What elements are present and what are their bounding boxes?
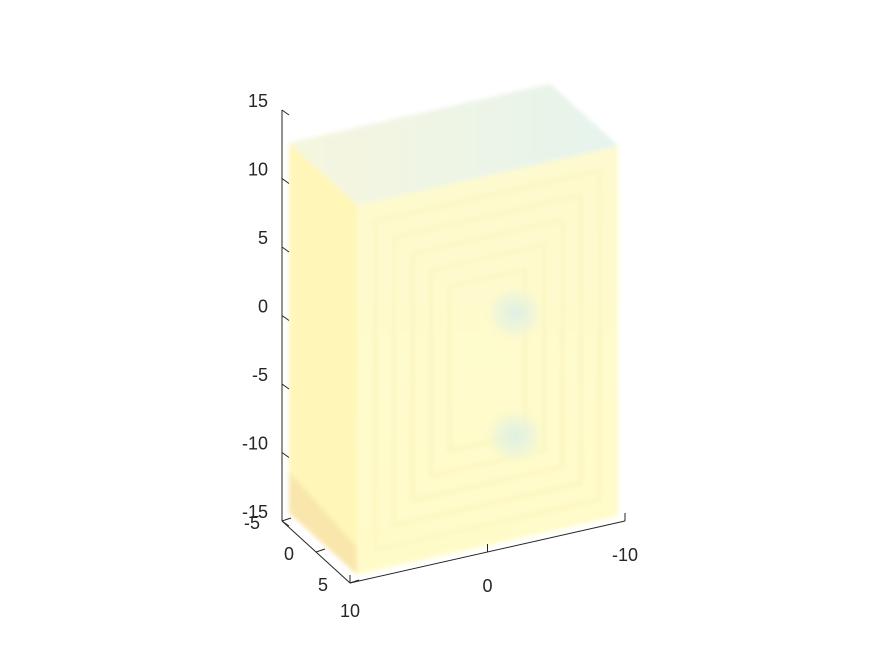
- y-tick-0-mark: [281, 517, 292, 522]
- lower-blob: [483, 406, 547, 467]
- upper-blob: [483, 282, 547, 343]
- z-tick-2-label: -5: [252, 365, 268, 385]
- contour-1: [373, 168, 602, 552]
- z-tick-0-label: -15: [242, 502, 268, 522]
- z-tick-6-label: 15: [248, 91, 268, 111]
- y-ticks: -5 0 5: [244, 513, 360, 595]
- volume-render: [288, 83, 619, 575]
- x-tick-0-label: -10: [612, 545, 638, 565]
- x-tick-1-label: 0: [482, 576, 492, 596]
- z-tick-1-mark: [281, 452, 290, 458]
- z-tick-4-mark: [281, 246, 290, 253]
- x-ticks: -10 0 10: [340, 513, 638, 621]
- z-tick-6-mark: [281, 109, 290, 116]
- y-tick-1-label: 0: [284, 544, 294, 564]
- z-tick-4-label: 5: [258, 228, 268, 248]
- axes: -15 -10 -5 0 5 10 15 -5 0 5 -10 0 10: [242, 91, 638, 621]
- z-tick-1-label: -10: [242, 434, 268, 454]
- z-tick-3-label: 0: [258, 297, 268, 317]
- volume-front-face: [356, 145, 619, 575]
- x-tick-2-label: 10: [340, 601, 360, 621]
- contour-2: [392, 193, 583, 527]
- volume-warm-corner: [288, 471, 357, 575]
- volume-contours: [373, 168, 602, 552]
- volume-side-face: [288, 142, 357, 575]
- y-tick-0-label: -5: [244, 513, 260, 533]
- z-tick-5-label: 10: [248, 160, 268, 180]
- volume-top-band: [288, 83, 619, 205]
- z-tick-3-mark: [281, 315, 290, 321]
- z-tick-2-mark: [281, 383, 290, 390]
- z-ticks: -15 -10 -5 0 5 10 15: [242, 91, 290, 527]
- y-tick-2-label: 5: [318, 575, 328, 595]
- y-tick-1-mark: [315, 548, 326, 553]
- z-tick-5-mark: [281, 178, 290, 184]
- y-tick-2-mark: [349, 579, 360, 584]
- contour-3: [411, 218, 564, 503]
- z-tick-0-mark: [281, 520, 290, 527]
